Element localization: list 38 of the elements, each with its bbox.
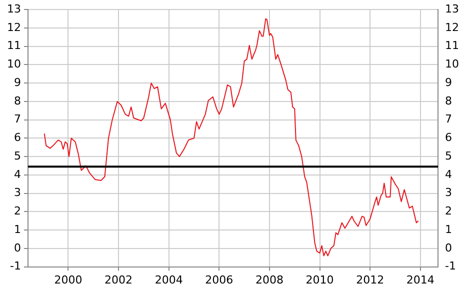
x-tick-label: 2008	[255, 273, 284, 286]
x-tick-label: 2006	[205, 273, 234, 286]
x-tick-label: 2014	[406, 273, 434, 286]
y2-tick-label: 5	[445, 149, 452, 162]
y2-tick-label: 3	[445, 186, 452, 200]
y-tick-label: 12	[6, 20, 21, 34]
y-tick-label: 6	[14, 131, 21, 144]
y-tick-label: 2	[14, 204, 21, 218]
y-tick-label: -1	[10, 260, 21, 273]
y-tick-label: 13	[6, 2, 21, 16]
x-tick-label: 2000	[54, 273, 82, 286]
y-tick-label: 3	[14, 186, 21, 200]
y2-tick-label: 0	[445, 241, 452, 254]
y2-tick-label: 13	[445, 2, 460, 16]
y-tick-label: 4	[14, 168, 21, 181]
y-tick-label: 0	[14, 241, 21, 254]
y2-tick-label: 9	[445, 76, 452, 89]
y-tick-label: 10	[6, 58, 21, 71]
y-tick-label: 9	[14, 76, 21, 89]
x-tick-label: 2012	[356, 273, 384, 286]
y2-tick-label: -1	[445, 260, 456, 273]
y-tick-label: 11	[6, 39, 21, 52]
x-tick-label: 2002	[104, 273, 133, 286]
y-tick-label: 1	[14, 222, 21, 236]
y-tick-label: 8	[14, 94, 21, 108]
y-tick-label: 5	[14, 149, 21, 162]
y2-tick-label: 11	[445, 39, 460, 52]
y2-tick-label: 1	[445, 222, 452, 236]
y2-tick-label: 8	[445, 94, 452, 108]
y2-tick-label: 12	[445, 20, 460, 34]
y2-tick-label: 2	[445, 204, 452, 218]
y-tick-label: 7	[14, 112, 21, 126]
y2-tick-label: 4	[445, 168, 452, 181]
x-tick-label: 2004	[154, 273, 183, 286]
y2-tick-label: 7	[445, 112, 452, 126]
y2-tick-label: 6	[445, 131, 452, 144]
y2-tick-label: 10	[445, 58, 460, 71]
x-tick-label: 2010	[306, 273, 334, 286]
